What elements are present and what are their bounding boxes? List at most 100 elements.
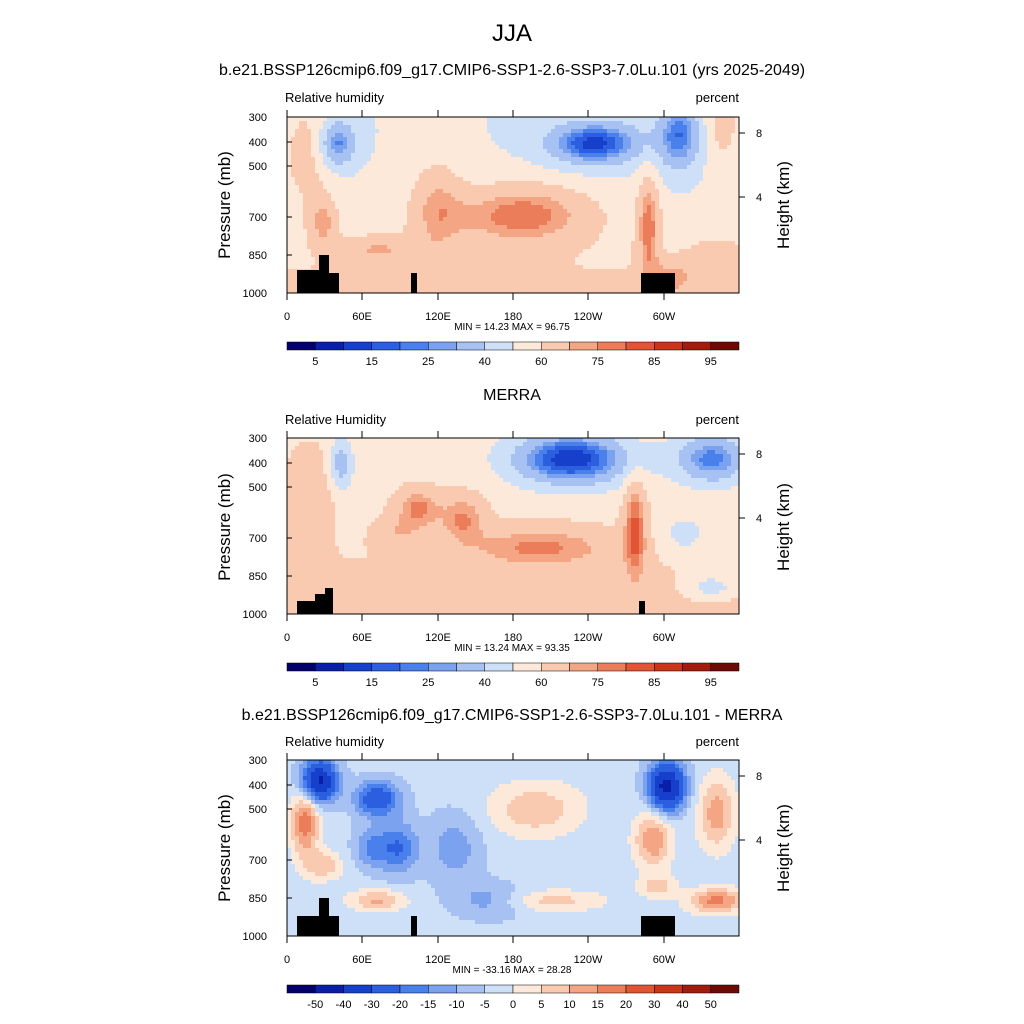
contour-cell [575,209,579,213]
contour-cell [727,197,731,201]
contour-cell [519,149,523,153]
contour-cell [291,129,295,133]
contour-cell [315,125,319,129]
contour-cell [719,277,723,281]
contour-cell [655,117,659,121]
contour-cell [731,285,735,289]
contour-cell [531,161,535,165]
contour-cell [715,285,719,289]
contour-cell [639,245,643,249]
contour-cell [695,209,699,213]
contour-cell [363,121,367,125]
contour-cell [423,237,427,241]
contour-cell [511,273,515,277]
contour-cell [615,149,619,153]
contour-cell [347,193,351,197]
contour-cell [719,237,723,241]
contour-cell [711,125,715,129]
contour-cell [327,213,331,217]
contour-cell [527,265,531,269]
contour-cell [455,233,459,237]
contour-cell [575,253,579,257]
contour-cell [723,193,727,197]
contour-cell [579,277,583,281]
contour-cell [451,117,455,121]
contour-cell [563,277,567,281]
contour-cell [295,161,299,165]
contour-cell [347,233,351,237]
contour-cell [451,237,455,241]
contour-cell [387,193,391,197]
contour-cell [315,121,319,125]
contour-cell [367,205,371,209]
contour-cell [659,213,663,217]
contour-cell [451,185,455,189]
contour-cell [699,129,703,133]
contour-cell [447,205,451,209]
contour-cell [459,165,463,169]
contour-cell [611,285,615,289]
contour-cell [731,129,735,133]
contour-cell [703,125,707,129]
contour-cell [483,277,487,281]
contour-cell [663,237,667,241]
contour-cell [299,125,303,129]
contour-cell [315,233,319,237]
contour-cell [395,169,399,173]
contour-cell [439,241,443,245]
contour-cell [615,193,619,197]
contour-cell [623,285,627,289]
contour-cell [531,197,535,201]
contour-cell [547,153,551,157]
contour-cell [543,225,547,229]
contour-cell [663,205,667,209]
contour-cell [531,201,535,205]
contour-cell [619,145,623,149]
contour-cell [611,253,615,257]
contour-cell [687,145,691,149]
contour-cell [623,209,627,213]
contour-cell [595,213,599,217]
contour-cell [455,141,459,145]
contour-cell [387,233,391,237]
contour-cell [323,229,327,233]
contour-cell [419,189,423,193]
contour-cell [331,261,335,265]
contour-cell [643,165,647,169]
contour-cell [503,165,507,169]
contour-cell [543,173,547,177]
contour-cell [635,257,639,261]
contour-cell [571,229,575,233]
contour-cell [319,197,323,201]
contour-cell [615,277,619,281]
contour-cell [595,229,599,233]
contour-cell [595,149,599,153]
contour-cell [559,121,563,125]
contour-cell [611,129,615,133]
contour-cell [379,153,383,157]
contour-cell [323,177,327,181]
contour-cell [719,205,723,209]
contour-cell [555,193,559,197]
contour-cell [319,129,323,133]
contour-cell [595,273,599,277]
contour-cell [331,237,335,241]
contour-cell [715,289,719,293]
contour-cell [543,137,547,141]
contour-cell [527,241,531,245]
contour-cell [375,209,379,213]
contour-cell [435,173,439,177]
contour-cell [463,189,467,193]
contour-cell [551,273,555,277]
contour-cell [735,265,739,269]
contour-cell [575,125,579,129]
contour-cell [303,117,307,121]
contour-cell [611,161,615,165]
contour-cell [383,173,387,177]
contour-cell [511,161,515,165]
contour-cell [291,237,295,241]
contour-cell [547,213,551,217]
contour-cell [579,125,583,129]
contour-cell [531,253,535,257]
contour-cell [515,249,519,253]
